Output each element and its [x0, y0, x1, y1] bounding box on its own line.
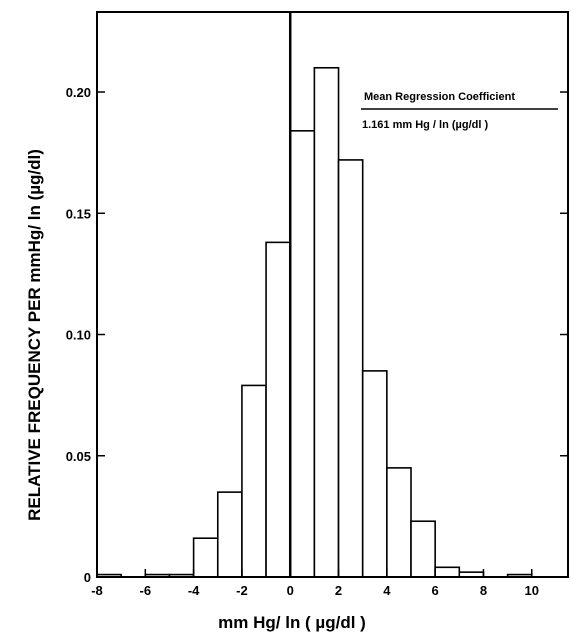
y-tick-label: 0.15 — [66, 206, 91, 221]
histogram-bar — [289, 130, 316, 578]
histogram-bar — [216, 491, 243, 578]
y-tick-label: 0.05 — [66, 449, 91, 464]
y-tick-label: 0.10 — [66, 328, 91, 343]
histogram-bars — [96, 66, 533, 578]
histogram-bar — [265, 241, 292, 578]
histogram-bar — [361, 370, 388, 578]
histogram-bar — [192, 537, 219, 578]
histogram-bar — [410, 520, 436, 578]
plot-frame — [96, 11, 569, 578]
annotation-value: 1.161 mm Hg / ln (µg/dl ) — [362, 119, 488, 131]
histogram-bar — [434, 566, 461, 578]
x-tick-label: 4 — [383, 583, 391, 598]
histogram-bar — [386, 467, 412, 578]
y-tick-label: 0.20 — [66, 85, 91, 100]
histogram-bar — [337, 159, 364, 578]
x-tick-label: 10 — [525, 583, 539, 598]
y-tick-label: 0 — [84, 570, 91, 585]
x-tick-label: -2 — [236, 583, 248, 598]
y-axis-title: RELATIVE FREQUENCY PER mmHg/ ln (µg/dl) — [25, 149, 44, 521]
histogram-bar — [241, 384, 267, 578]
y-axis-ticks: 0 0.05 0.10 0.15 0.20 — [66, 85, 568, 585]
x-axis-ticks: -8 -6 -4 -2 0 2 4 6 8 10 — [91, 569, 539, 598]
histogram-bar — [313, 66, 340, 578]
x-tick-label: -4 — [188, 583, 200, 598]
x-tick-label: 6 — [432, 583, 439, 598]
x-tick-label: 2 — [335, 583, 342, 598]
x-tick-label: -6 — [140, 583, 152, 598]
annotation-title: Mean Regression Coefficient — [364, 91, 515, 103]
x-tick-label: 0 — [287, 583, 294, 598]
regression-annotation: Mean Regression Coefficient 1.161 mm Hg … — [361, 91, 558, 131]
x-axis-title: mm Hg/ ln ( µg/dl ) — [218, 613, 366, 632]
x-tick-label: 8 — [480, 583, 487, 598]
x-tick-label: -8 — [91, 583, 103, 598]
